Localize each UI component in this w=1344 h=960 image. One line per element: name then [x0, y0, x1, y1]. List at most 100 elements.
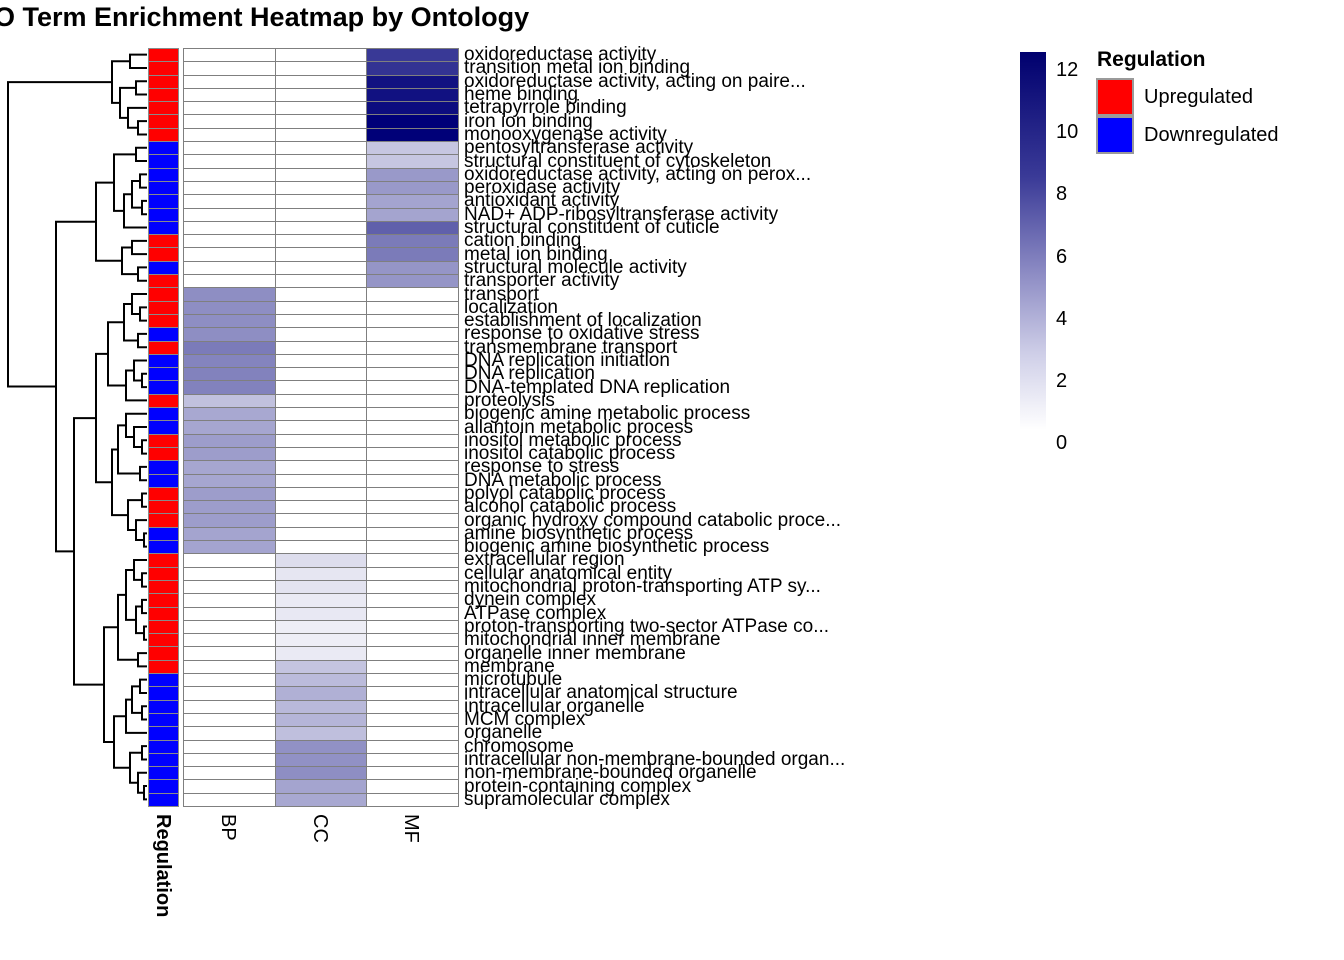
regulation-cell — [148, 87, 179, 103]
heatmap-cell — [274, 353, 368, 369]
heatmap-cell — [366, 739, 460, 754]
regulation-cell — [148, 513, 179, 528]
heatmap-cell — [183, 659, 276, 675]
regulation-cell — [148, 274, 179, 289]
row-label: inositol metabolic process — [464, 429, 682, 451]
regulation-cell — [148, 313, 179, 329]
regulation-cell — [148, 646, 179, 661]
row-label: DNA replication initiation — [464, 350, 670, 371]
regulation-cell — [148, 792, 179, 807]
regulation-cell — [148, 340, 179, 355]
row-label: proteolysis — [464, 389, 555, 411]
row-label: cellular anatomical entity — [464, 562, 673, 584]
row-label: DNA-templated DNA replication — [464, 376, 731, 398]
heatmap-cell — [274, 752, 368, 768]
heatmap-cell — [274, 779, 368, 794]
regulation-cell — [148, 752, 179, 768]
regulation-cell — [148, 234, 179, 249]
heatmap-cell — [183, 48, 276, 63]
regulation-cell — [148, 540, 179, 555]
heatmap-cell — [366, 407, 460, 422]
row-label: oxidoreductase activity, acting on perox… — [464, 163, 812, 185]
heatmap-cell — [274, 579, 368, 595]
heatmap-cell — [274, 433, 368, 448]
legend-swatch-downregulated — [1096, 116, 1134, 154]
heatmap-cell — [183, 313, 276, 329]
heatmap-cell — [183, 446, 276, 462]
row-label: non-membrane-bounded organelle — [464, 762, 757, 784]
heatmap-cell — [183, 287, 276, 302]
row-label: MCM complex — [464, 709, 586, 731]
heatmap-cell — [183, 686, 276, 701]
heatmap-cell — [366, 154, 460, 169]
row-label: metal ion binding — [464, 243, 608, 265]
regulation-cell — [148, 407, 179, 422]
heatmap-cell — [183, 673, 276, 688]
heatmap-cell — [183, 606, 276, 621]
row-label: alcohol catabolic process — [464, 496, 677, 518]
col-label-mf: MF — [400, 814, 423, 843]
row-label: extracellular region — [464, 549, 625, 571]
heatmap-cell — [366, 194, 460, 209]
heatmap-cell — [366, 48, 460, 63]
colorbar-tick-label: 12 — [1056, 59, 1079, 81]
regulation-cell — [148, 180, 179, 196]
heatmap-cell — [183, 752, 276, 768]
row-label: tetrapyrrole binding — [464, 97, 627, 119]
heatmap-cell — [274, 313, 368, 329]
regulation-cell — [148, 579, 179, 595]
heatmap-cell — [183, 393, 276, 409]
regulation-cell — [148, 247, 179, 262]
heatmap-cell — [183, 340, 276, 355]
heatmap-cell — [183, 74, 276, 89]
heatmap-cell — [274, 646, 368, 661]
heatmap-cell — [366, 274, 460, 289]
heatmap-cell — [183, 407, 276, 422]
regulation-cell — [148, 127, 179, 143]
row-label: transporter activity — [464, 270, 620, 292]
heatmap-cell — [274, 500, 368, 515]
heatmap-cell — [274, 380, 368, 395]
row-label: oxidoreductase activity — [464, 44, 657, 66]
heatmap-cell — [366, 353, 460, 369]
regulation-cell — [148, 367, 179, 382]
regulation-cell — [148, 526, 179, 542]
heatmap-cell — [366, 619, 460, 635]
heatmap-cell — [366, 287, 460, 302]
heatmap-cell — [366, 726, 460, 741]
heatmap-cell — [183, 699, 276, 714]
heatmap-cell — [274, 74, 368, 89]
regulation-cell — [148, 380, 179, 395]
regulation-cell — [148, 300, 179, 315]
row-label: heme binding — [464, 84, 579, 106]
heatmap-cell — [274, 141, 368, 156]
heatmap-cell — [366, 433, 460, 448]
heatmap-cell — [274, 48, 368, 63]
heatmap-cell — [274, 207, 368, 222]
heatmap-cell — [183, 61, 276, 76]
regulation-cell — [148, 686, 179, 701]
row-label: proton-transporting two-sector ATPase co… — [464, 615, 830, 637]
heatmap-cell — [274, 420, 368, 435]
heatmap-cell — [366, 473, 460, 488]
heatmap-cell — [366, 220, 460, 236]
heatmap-cell — [366, 633, 460, 648]
heatmap-cell — [183, 167, 276, 182]
row-label: organelle — [464, 722, 543, 744]
regulation-cell — [148, 766, 179, 781]
row-label: intracellular non-membrane-bounded organ… — [464, 748, 846, 770]
heatmap-cell — [366, 61, 460, 76]
regulation-cell — [148, 726, 179, 741]
heatmap-cell — [274, 486, 368, 502]
row-label: response to oxidative stress — [464, 323, 700, 345]
heatmap-cell — [274, 260, 368, 276]
regulation-cell — [148, 633, 179, 648]
heatmap-cell — [366, 141, 460, 156]
legend-label-upregulated: Upregulated — [1144, 86, 1253, 108]
row-label: organic hydroxy compound catabolic proce… — [464, 509, 842, 531]
heatmap-cell — [274, 220, 368, 236]
heatmap-cell — [274, 247, 368, 262]
heatmap-cell — [366, 167, 460, 182]
colorbar-tick-label: 10 — [1056, 121, 1079, 144]
heatmap-cell — [183, 779, 276, 794]
